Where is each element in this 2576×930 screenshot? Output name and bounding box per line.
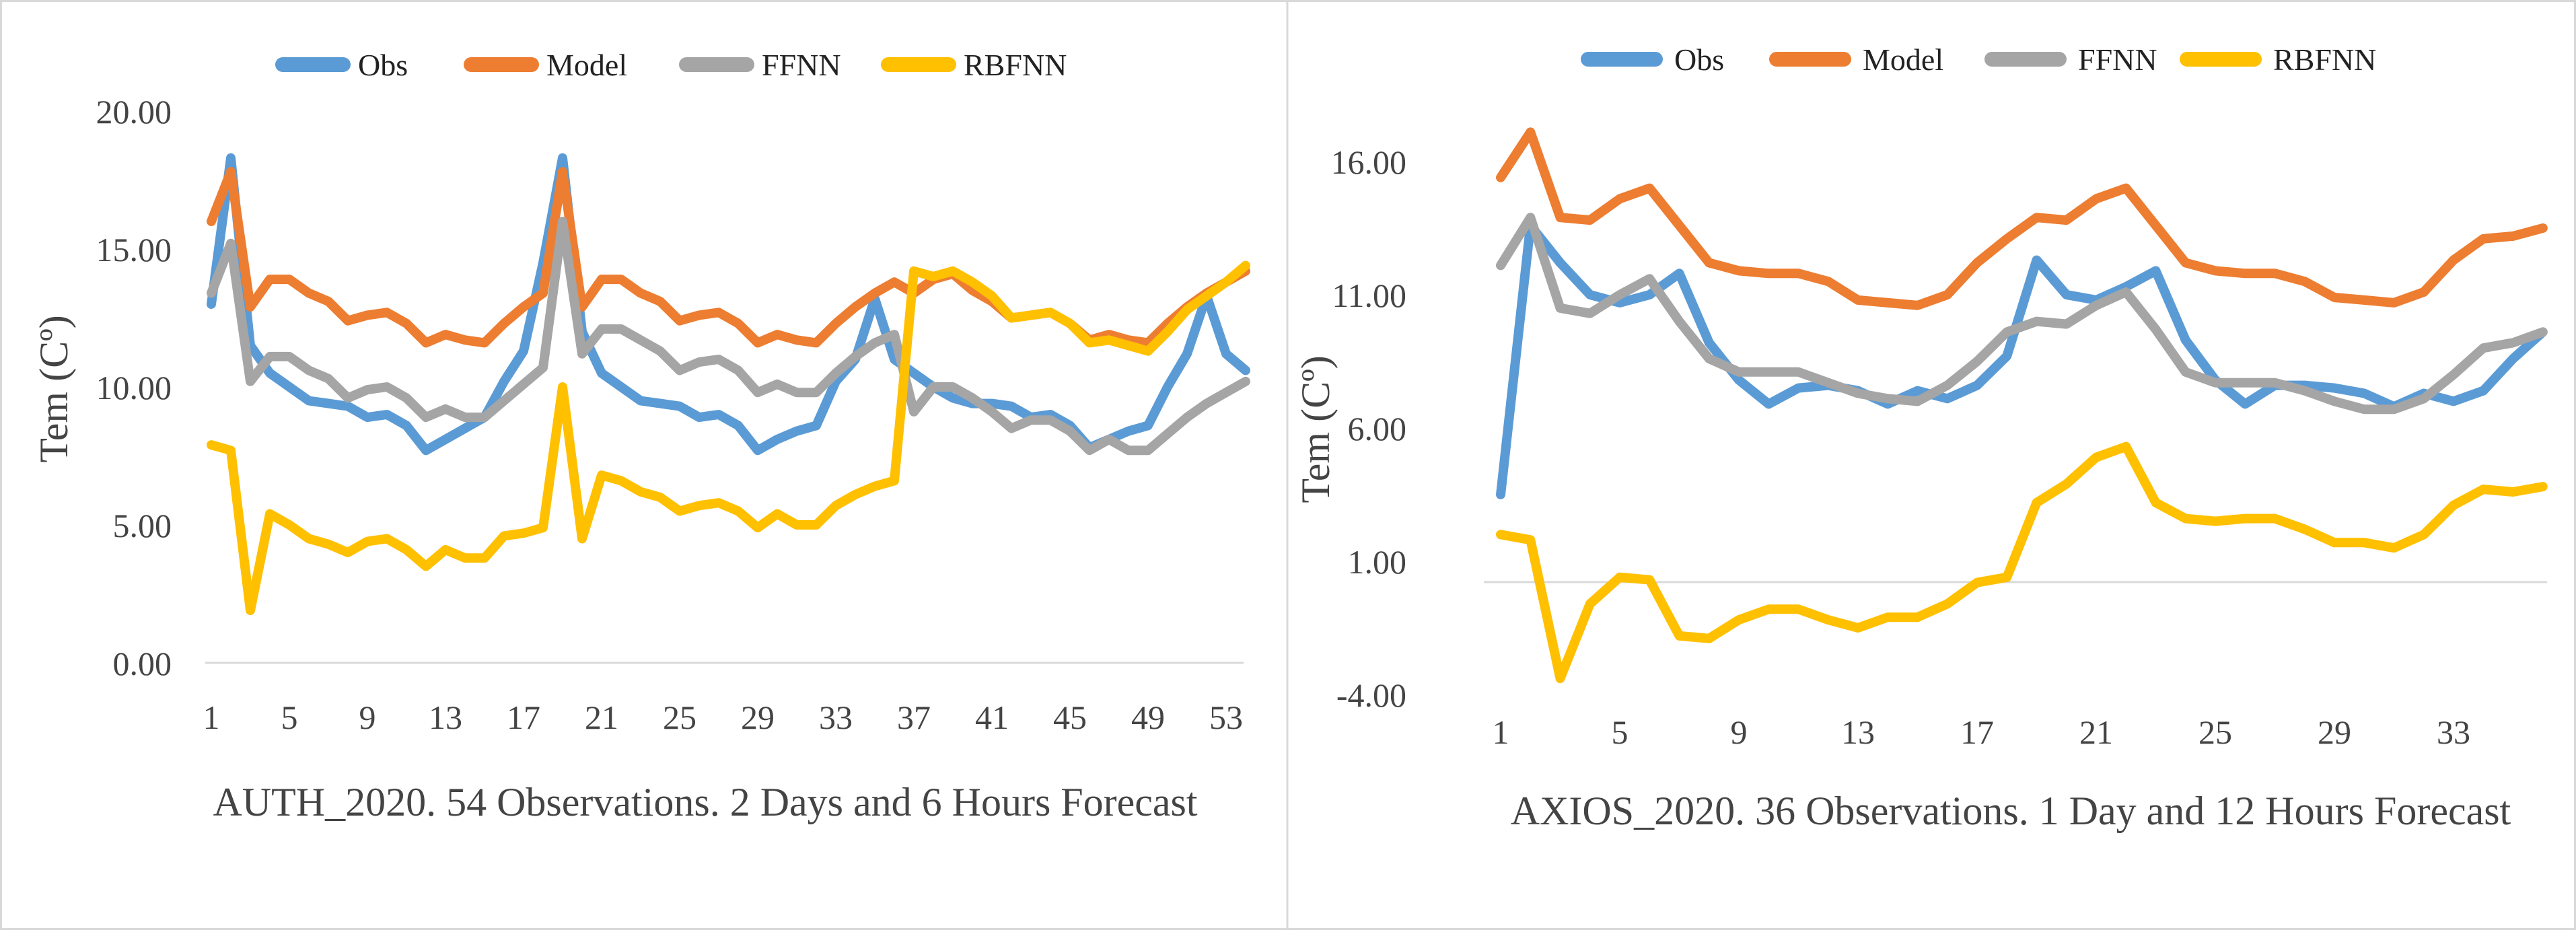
legend-label-obs: Obs [1674,42,1724,77]
series-line-ffnn [207,217,1250,456]
x-tick-label: 29 [2318,713,2351,751]
y-tick-label: 1.00 [1348,543,1407,581]
x-tick-label: 33 [2437,713,2470,751]
x-tick-label: 45 [1053,699,1087,736]
x-tick-label: 37 [897,699,931,736]
y-tick-label: 16.00 [1331,143,1407,181]
y-axis-ticks-auth: 0.00 5.00 10.00 15.00 20.00 [96,93,172,682]
series-line-rbfnn [207,260,1250,616]
x-axis-ticks-axios: 1 5 9 13 17 21 25 29 33 [1493,713,2471,751]
x-axis-ticks-auth: 1 5 9 13 17 21 25 29 33 37 41 45 49 53 [203,699,1244,736]
y-axis-label-axios: Tem (Cº) [1293,355,1338,503]
x-tick-label: 49 [1131,699,1165,736]
x-tick-label: 5 [281,699,298,736]
x-tick-label: 25 [663,699,696,736]
legend-label-rbfnn: RBFNN [964,48,1067,82]
y-tick-label: 6.00 [1348,410,1407,448]
legend-label-obs: Obs [358,48,408,82]
y-tick-label: 11.00 [1332,277,1406,314]
legend-label-model: Model [546,48,627,82]
x-tick-label: 33 [819,699,853,736]
x-tick-label: 21 [585,699,618,736]
x-tick-label: 1 [203,699,220,736]
series-line-obs [1496,221,2548,499]
x-tick-label: 9 [359,699,376,736]
plot-area-auth [207,153,1250,616]
chart-auth: Obs Model FFNN RBFNN 0.00 5.00 10.00 15.… [32,48,1250,824]
y-tick-label: 15.00 [96,231,172,269]
series-line-model [1496,127,2548,310]
legend-label-model: Model [1863,42,1943,77]
chart-caption-axios: AXIOS_2020. 36 Observations. 1 Day and 1… [1511,789,2511,833]
x-tick-label: 29 [741,699,775,736]
chart-caption-auth: AUTH_2020. 54 Observations. 2 Days and 6… [213,780,1197,824]
y-tick-label: 0.00 [113,645,172,682]
x-tick-label: 17 [507,699,540,736]
x-tick-label: 5 [1612,713,1629,751]
y-tick-label: -4.00 [1336,676,1406,714]
x-tick-label: 41 [975,699,1009,736]
legend-label-ffnn: FFNN [762,48,841,82]
x-tick-label: 1 [1493,713,1509,751]
x-tick-label: 21 [2079,713,2113,751]
x-tick-label: 53 [1209,699,1243,736]
x-tick-label: 13 [1841,713,1875,751]
y-axis-ticks-axios: -4.00 1.00 6.00 11.00 16.00 [1331,143,1407,714]
series-line-ffnn [1496,213,2548,415]
x-tick-label: 13 [429,699,462,736]
y-tick-label: 10.00 [96,369,172,406]
x-tick-label: 9 [1731,713,1748,751]
legend-axios: Obs Model FFNN RBFNN [1581,42,2376,77]
y-tick-label: 5.00 [113,507,172,544]
y-axis-label-auth: Tem (Cº) [32,315,76,462]
y-tick-label: 20.00 [96,93,172,131]
x-tick-label: 17 [1960,713,1994,751]
chart-axios: Obs Model FFNN RBFNN -4.00 1.00 6.00 11.… [1293,42,2548,833]
legend-label-rbfnn: RBFNN [2273,42,2376,77]
legend-label-ffnn: FFNN [2078,42,2157,77]
legend-auth: Obs Model FFNN RBFNN [275,48,1067,82]
series-line-rbfnn [1496,441,2548,684]
plot-area-axios [1496,127,2548,684]
x-tick-label: 25 [2198,713,2232,751]
